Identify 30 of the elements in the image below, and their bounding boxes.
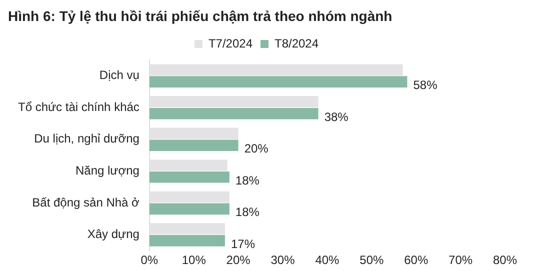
data-label: 18%: [235, 173, 260, 188]
data-label: 38%: [324, 110, 349, 124]
legend-label: T8/2024: [274, 36, 319, 50]
x-tick-label: 20%: [226, 253, 251, 268]
x-tick-label: 10%: [182, 253, 206, 268]
x-tick-label: 70%: [448, 253, 473, 268]
bar: [149, 108, 318, 120]
data-label: 17%: [230, 236, 256, 251]
chart-title: Hình 6: Tỷ lệ thu hồi trái phiếu chậm trả theo nhóm ngành: [7, 7, 394, 26]
y-tick-label: Bất động sản Nhà ở: [32, 195, 140, 210]
bar: [149, 76, 408, 88]
x-tick-label: 0%: [140, 253, 158, 268]
bar: [149, 235, 225, 246]
x-tick-label: 30%: [270, 253, 296, 268]
y-tick-label: Du lịch, nghỉ dưỡng: [34, 132, 140, 146]
x-tick-label: 50%: [360, 253, 384, 268]
y-tick-label: Năng lượng: [75, 163, 140, 178]
data-label: 20%: [244, 142, 269, 156]
bar: [149, 203, 230, 215]
x-tick-label: 80%: [492, 253, 518, 268]
legend-label: T7/2024: [208, 36, 253, 50]
bar: [149, 171, 230, 183]
x-tick-label: 60%: [404, 253, 428, 268]
y-tick-label: Xây dựng: [87, 227, 140, 242]
bar: [149, 140, 238, 152]
y-tick-label: Dịch vụ: [99, 68, 140, 82]
data-label: 18%: [235, 205, 260, 220]
data-label: 58%: [413, 78, 438, 92]
y-tick-label: Tổ chức tài chính khác: [18, 100, 140, 114]
x-tick-label: 40%: [315, 253, 340, 268]
